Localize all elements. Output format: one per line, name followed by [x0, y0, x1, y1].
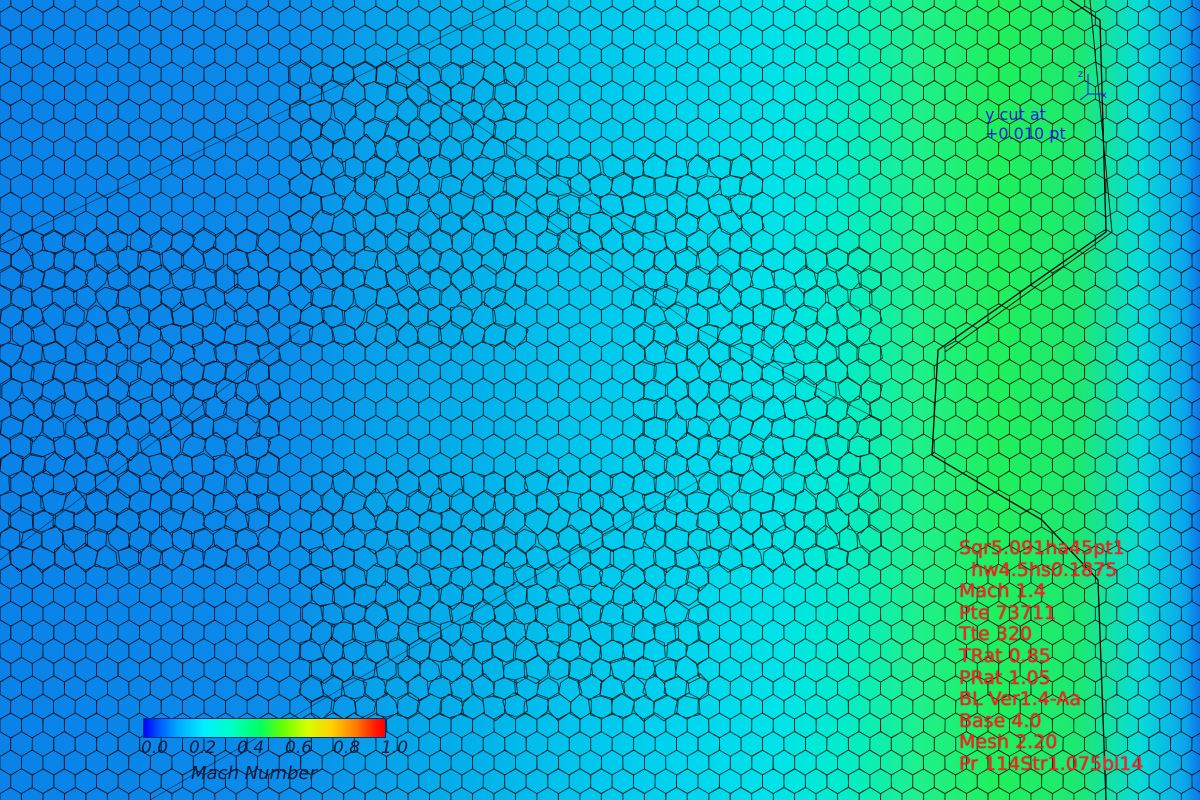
param-line: TRat 0.85 — [959, 644, 1051, 667]
param-line: Mesh 2.20 — [959, 731, 1058, 754]
colorbar-tick: 0.6 — [285, 738, 313, 758]
cut-label-line2: +0.010 pt — [985, 124, 1066, 143]
colorbar-title: Mach Number — [191, 763, 317, 784]
mesh-feature-line — [0, 329, 301, 561]
colorbar-tick: 0.2 — [189, 738, 217, 758]
colorbar-tick: 0.8 — [333, 738, 361, 758]
param-line: Pte 73711 — [959, 601, 1057, 624]
mesh-feature-line — [699, 329, 881, 421]
param-line: Mach 1.4 — [959, 580, 1046, 603]
param-line: Sqr5.091ha45pt1 — [959, 537, 1125, 559]
cut-plane-label: y cut at +0.010 pt — [985, 105, 1066, 143]
param-line: Tte 320 — [959, 623, 1033, 646]
cut-plane-interface-line — [944, 0, 1113, 353]
mach-colorbar — [143, 718, 386, 738]
run-parameters-annotation: Sqr5.091ha45pt1 hw4.5hs0.1875 Mach 1.4 P… — [959, 537, 1144, 776]
colorbar-tick: 0.0 — [141, 738, 169, 758]
colorbar-tick: 1.0 — [381, 738, 409, 758]
param-line: Pr 114Str1.075bl14 — [959, 752, 1144, 775]
param-line: hw4.5hs0.1875 — [959, 558, 1118, 581]
mesh-feature-line — [519, 199, 701, 331]
param-line: BL Ver1.4-Aa — [959, 688, 1081, 711]
triad-axis-z: z — [1078, 69, 1083, 80]
colorbar-ticks: 0.0 0.2 0.4 0.6 0.8 1.0 — [137, 738, 409, 760]
param-line: PRat 1.05 — [959, 666, 1051, 689]
param-line: Base 4.0 — [959, 709, 1042, 732]
mesh-feature-line — [149, 479, 701, 800]
mesh-feature-line — [0, 0, 521, 246]
mesh-feature-line — [379, 59, 651, 241]
axis-triad-icon: z x — [1078, 69, 1107, 101]
triad-axis-x: x — [1101, 90, 1107, 101]
cut-label-line1: y cut at — [985, 105, 1046, 124]
colorbar-tick: 0.4 — [237, 738, 265, 758]
cut-plane-interface-line — [931, 0, 1107, 800]
